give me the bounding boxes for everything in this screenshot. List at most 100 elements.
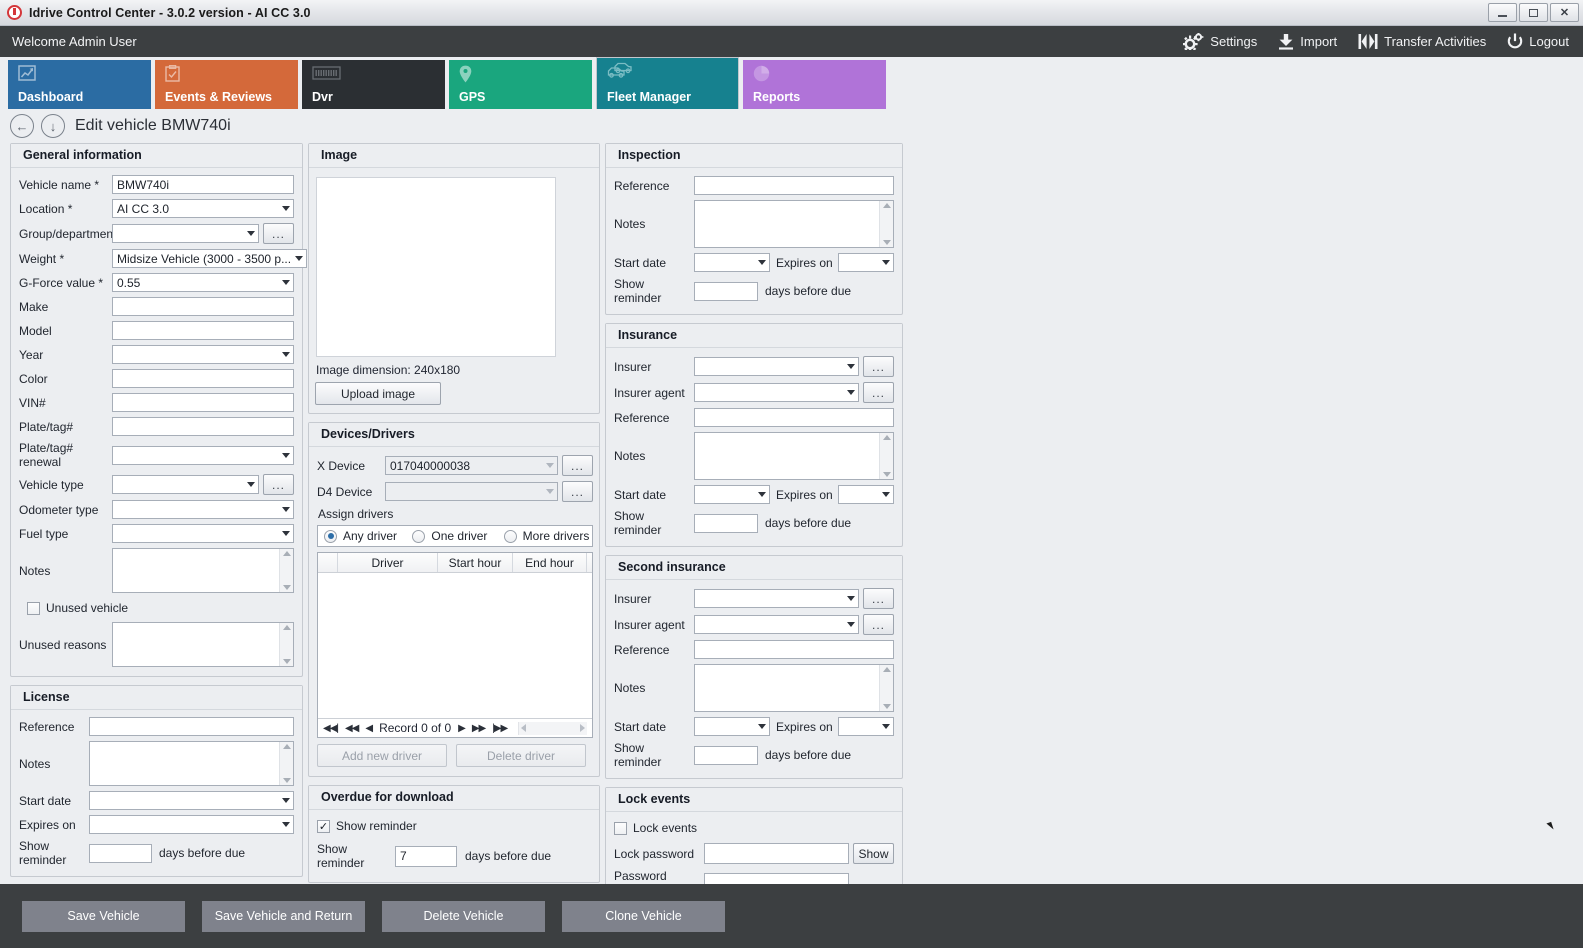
scrollbar[interactable] [879,201,893,247]
weight-select[interactable]: Midsize Vehicle (3000 - 3500 p... [112,249,308,268]
d4-device-browse-button[interactable]: ... [562,481,593,502]
second-insurance-reference-input[interactable] [694,640,894,659]
upload-image-button[interactable]: Upload image [315,382,441,405]
tab-gps[interactable]: GPS [449,60,592,109]
vin-input[interactable] [112,393,294,412]
grid-col-driver[interactable]: Driver [338,553,438,572]
insurance-agent-browse-button[interactable]: ... [863,382,894,403]
insurance-notes-textarea[interactable] [694,432,894,480]
make-input[interactable] [112,297,294,316]
clone-vehicle-button[interactable]: Clone Vehicle [562,900,725,932]
gforce-select[interactable]: 0.55 [112,273,294,292]
insurance-start-date-select[interactable] [694,485,770,504]
second-insurance-insurer-select[interactable] [694,589,859,608]
tab-reports[interactable]: Reports [743,60,886,109]
prev-record-icon[interactable]: ◀ [365,722,373,734]
plate-tag-input[interactable] [112,417,294,436]
prev-page-icon[interactable]: ◀◀ [344,722,359,734]
license-expires-on-select[interactable] [89,815,294,834]
overdue-days-input[interactable]: 7 [395,845,457,867]
group-department-select[interactable] [112,224,259,243]
lock-password-input[interactable] [704,843,849,864]
arrow-down-circle-icon[interactable]: ↓ [41,114,65,138]
radio-one-driver[interactable]: One driver [412,529,503,543]
add-new-driver-button[interactable]: Add new driver [317,744,447,767]
delete-vehicle-button[interactable]: Delete Vehicle [382,900,545,932]
menu-settings[interactable]: Settings [1183,33,1257,50]
minimize-button[interactable] [1488,3,1517,22]
grid-col-end-hour[interactable]: End hour [513,553,587,572]
insurance-insurer-browse-button[interactable]: ... [863,356,894,377]
delete-driver-button[interactable]: Delete driver [456,744,586,767]
license-start-date-select[interactable] [89,791,294,810]
tab-fleet-manager[interactable]: Fleet Manager [596,57,739,109]
insurance-agent-select[interactable] [694,383,859,402]
color-input[interactable] [112,369,294,388]
next-page-icon[interactable]: ▶▶ [471,722,486,734]
second-insurance-start-date-select[interactable] [694,717,770,736]
close-button[interactable]: ✕ [1550,3,1579,22]
second-insurance-show-reminder-input[interactable] [694,745,758,765]
arrow-left-circle-icon[interactable]: ← [10,114,34,138]
menu-logout[interactable]: Logout [1507,33,1569,50]
inspection-show-reminder-input[interactable] [694,281,758,301]
radio-any-driver[interactable]: Any driver [324,529,412,543]
d4-device-select[interactable] [385,482,558,501]
first-record-icon[interactable]: ◀◀| [323,722,339,734]
menu-transfer-activities[interactable]: Transfer Activities [1358,33,1486,50]
inspection-notes-textarea[interactable] [694,200,894,248]
scrollbar[interactable] [279,742,293,785]
radio-more-drivers[interactable]: More drivers [503,529,589,543]
scrollbar[interactable] [279,549,293,592]
fuel-type-select[interactable] [112,524,294,543]
inspection-expires-on-select[interactable] [837,253,894,272]
tab-dvr[interactable]: Dvr [302,60,445,109]
save-vehicle-and-return-button[interactable]: Save Vehicle and Return [202,900,365,932]
group-department-browse-button[interactable]: ... [263,223,294,244]
vehicle-type-select[interactable] [112,475,259,494]
scrollbar[interactable] [879,433,893,479]
next-record-icon[interactable]: ▶ [458,722,466,734]
insurance-insurer-select[interactable] [694,357,859,376]
model-input[interactable] [112,321,294,340]
last-record-icon[interactable]: |▶▶ [492,722,508,734]
scrollbar[interactable] [279,623,293,666]
unused-vehicle-checkbox[interactable] [27,601,40,615]
second-insurance-insurer-browse-button[interactable]: ... [863,588,894,609]
save-vehicle-button[interactable]: Save Vehicle [22,900,185,932]
location-select[interactable]: AI CC 3.0 [112,199,294,218]
overdue-show-reminder-checkbox[interactable]: ✓ [317,819,330,833]
inspection-start-date-select[interactable] [694,253,770,272]
tab-events-reviews[interactable]: Events & Reviews [155,60,298,109]
drivers-grid-rows[interactable] [318,573,592,718]
lock-events-checkbox[interactable] [614,821,627,835]
insurance-expires-on-select[interactable] [837,485,894,504]
unused-reasons-textarea[interactable] [112,622,294,667]
second-insurance-agent-select[interactable] [694,615,859,634]
license-reference-input[interactable] [89,717,294,736]
vehicle-name-input[interactable]: BMW740i [112,175,294,194]
second-insurance-notes-textarea[interactable] [694,664,894,712]
year-select[interactable] [112,345,294,364]
insurance-show-reminder-input[interactable] [694,513,758,533]
inspection-reference-input[interactable] [694,176,894,195]
menu-import[interactable]: Import [1278,33,1337,50]
odometer-type-select[interactable] [112,500,294,519]
horizontal-scrollbar[interactable] [518,721,587,735]
x-device-select[interactable]: 017040000038 [385,456,558,475]
tab-dashboard[interactable]: Dashboard [8,60,151,109]
vehicle-type-browse-button[interactable]: ... [263,474,294,495]
license-notes-textarea[interactable] [89,741,294,786]
x-device-browse-button[interactable]: ... [562,455,593,476]
insurance-reference-input[interactable] [694,408,894,427]
scrollbar[interactable] [879,665,893,711]
second-insurance-expires-on-select[interactable] [837,717,894,736]
unused-reasons-label: Unused reasons [19,637,107,652]
general-notes-textarea[interactable] [112,548,294,593]
show-password-button[interactable]: Show [853,843,894,864]
grid-col-start-hour[interactable]: Start hour [438,553,513,572]
license-show-reminder-input[interactable] [89,843,152,863]
second-insurance-agent-browse-button[interactable]: ... [863,614,894,635]
maximize-button[interactable] [1519,3,1548,22]
plate-renewal-select[interactable] [112,445,294,465]
